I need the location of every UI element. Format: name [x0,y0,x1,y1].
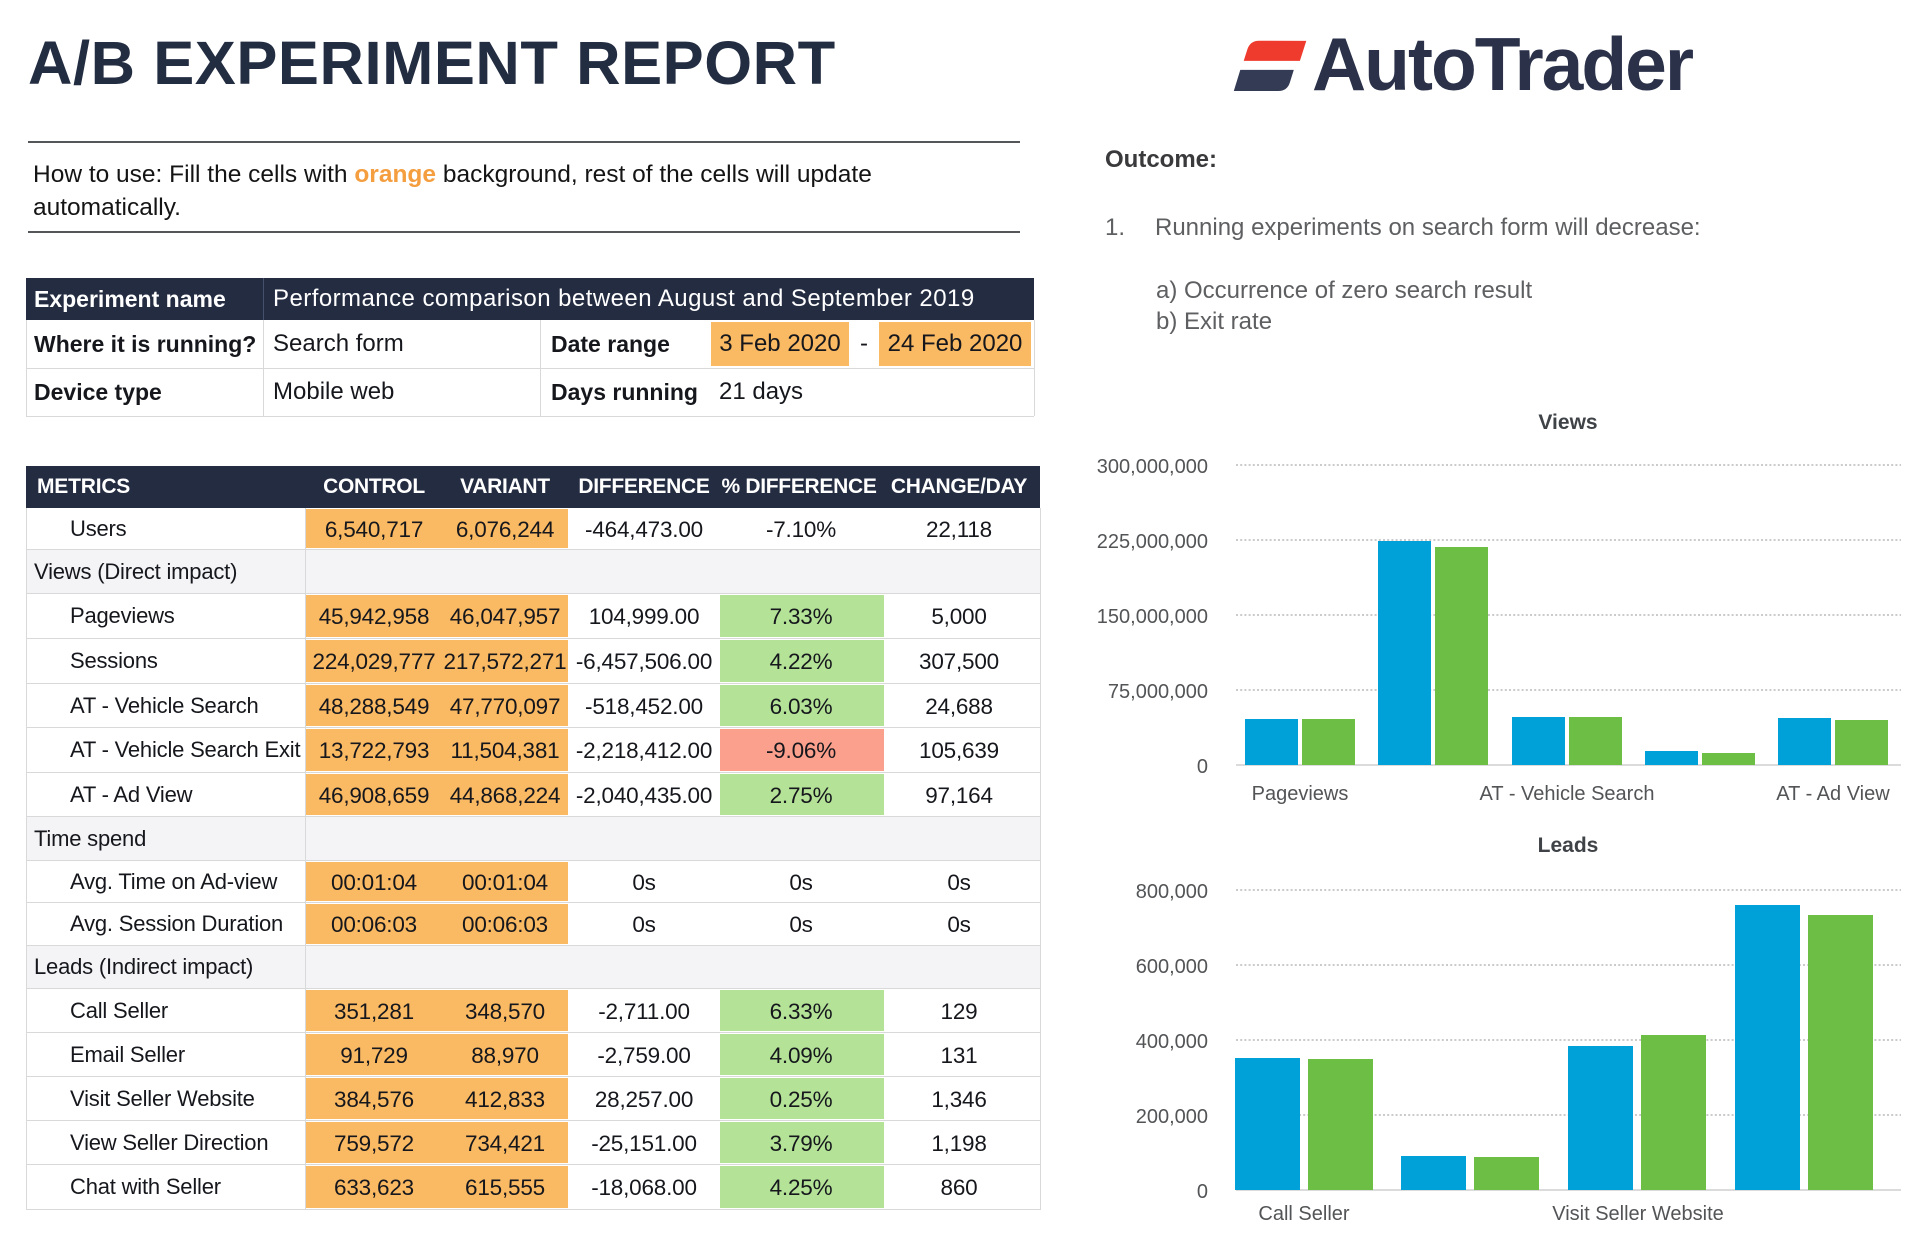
svg-text:0: 0 [1197,1181,1208,1203]
svg-text:Visit Seller Website: Visit Seller Website [1552,1203,1724,1225]
svg-text:Pageviews: Pageviews [1252,783,1349,805]
svg-text:200,000: 200,000 [1136,1106,1208,1128]
svg-text:300,000,000: 300,000,000 [1097,456,1208,478]
svg-text:225,000,000: 225,000,000 [1097,531,1208,553]
svg-text:AT - Vehicle Search: AT - Vehicle Search [1480,783,1655,805]
svg-text:600,000: 600,000 [1136,956,1208,978]
svg-text:800,000: 800,000 [1136,881,1208,903]
svg-text:Views: Views [1538,411,1597,434]
svg-text:75,000,000: 75,000,000 [1108,681,1208,703]
svg-text:0: 0 [1197,756,1208,778]
svg-text:AT - Ad View: AT - Ad View [1776,783,1890,805]
svg-text:Call Seller: Call Seller [1258,1203,1349,1225]
svg-text:150,000,000: 150,000,000 [1097,606,1208,628]
svg-text:400,000: 400,000 [1136,1031,1208,1053]
svg-text:Leads: Leads [1538,834,1599,857]
